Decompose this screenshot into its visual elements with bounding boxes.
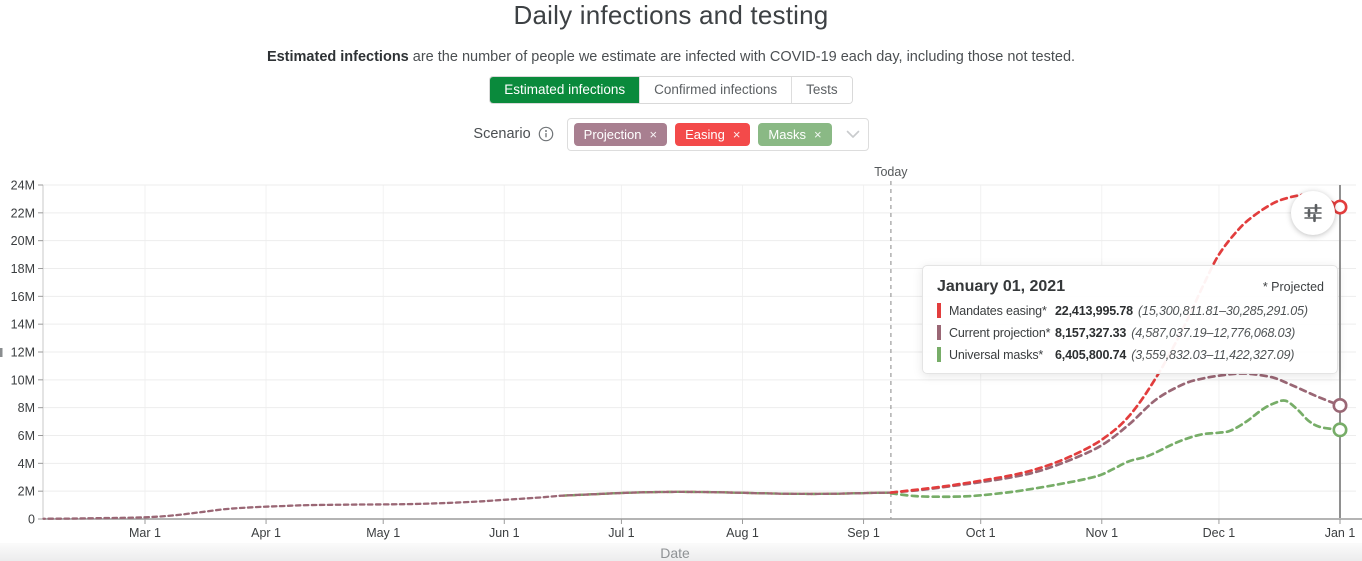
- y-tick-label: 20M: [11, 234, 35, 248]
- x-tick-label: Mar 1: [129, 526, 161, 540]
- series-range: (15,300,811.81–30,285,291.05): [1138, 303, 1308, 318]
- tooltip-header: January 01, 2021 * Projected: [937, 278, 1324, 296]
- series-swatch: [937, 347, 941, 362]
- projection-line-current-projection: [889, 372, 1342, 494]
- y-tick-label: 24M: [11, 178, 35, 192]
- x-tick-label: Sep 1: [847, 526, 880, 540]
- tab-confirmed-infections[interactable]: Confirmed infections: [639, 77, 792, 103]
- x-axis-title-band: [0, 543, 1362, 561]
- scenario-tag-masks[interactable]: Masks ×: [758, 122, 832, 146]
- y-tick-label: 14M: [11, 318, 35, 332]
- scenario-label: Scenario: [473, 126, 553, 142]
- series-value: 8,157,327.33: [1055, 325, 1127, 340]
- tab-estimated-infections[interactable]: Estimated infections: [490, 77, 640, 103]
- x-tick-label: Jul 1: [608, 526, 634, 540]
- x-tick-label: Dec 1: [1203, 526, 1236, 540]
- end-marker-mandates-easing: [1332, 199, 1348, 215]
- projection-line-universal-masks: [889, 399, 1342, 499]
- scenario-label-text: Scenario: [473, 126, 531, 142]
- scenario-tag-projection[interactable]: Projection ×: [573, 122, 668, 146]
- x-tick-label: Jun 1: [489, 526, 520, 540]
- tag-label: Easing: [685, 126, 725, 142]
- tooltip-row-mandates-easing: Mandates easing* 22,413,995.78 (15,300,8…: [937, 303, 1324, 318]
- infections-line-chart[interactable]: 0 2M 4M 6M 8M 10M 12M 14M 16M 18M 20M 22M 24M Mar 1 Ap…: [0, 160, 1362, 543]
- subtitle-bold: Estimated infections: [266, 49, 409, 65]
- chevron-down-icon[interactable]: [846, 130, 860, 139]
- tooltip-row-current-projection: Current projection* 8,157,327.33 (4,587,…: [937, 325, 1324, 340]
- x-tick-label: Nov 1: [1085, 526, 1118, 540]
- chart-settings-button[interactable]: [1291, 191, 1335, 235]
- y-tick-label: 2M: [18, 485, 35, 499]
- series-label: Mandates easing*: [949, 303, 1047, 318]
- subtitle-rest: are the number of people we estimate are…: [408, 49, 1076, 65]
- sliders-icon: [1304, 203, 1322, 223]
- series-label: Current projection*: [949, 325, 1051, 340]
- y-tick-label: 22M: [11, 206, 35, 220]
- remove-tag-icon[interactable]: ×: [649, 126, 658, 142]
- x-tick-label: May 1: [366, 526, 400, 540]
- tooltip-date: January 01, 2021: [937, 278, 1066, 295]
- tooltip-row-universal-masks: Universal masks* 6,405,800.74 (3,559,832…: [937, 347, 1324, 362]
- tab-tests[interactable]: Tests: [791, 77, 852, 103]
- x-tick-label: Aug 1: [726, 526, 759, 540]
- history-line-current-projection: [42, 490, 893, 520]
- scenario-select[interactable]: Projection × Easing × Masks ×: [566, 117, 869, 151]
- info-icon[interactable]: [538, 126, 554, 142]
- remove-tag-icon[interactable]: ×: [813, 126, 822, 142]
- chart-area[interactable]: 0 2M 4M 6M 8M 10M 12M 14M 16M 18M 20M 22M 24M Mar 1 Ap…: [0, 160, 1362, 543]
- y-tick-label: 8M: [18, 401, 35, 415]
- series-value: 22,413,995.78: [1055, 303, 1133, 318]
- series-swatch: [937, 325, 941, 340]
- tab-group: Estimated infections Confirmed infection…: [489, 76, 853, 104]
- x-axis-title: Date: [660, 545, 690, 561]
- end-marker-universal-masks: [1332, 422, 1348, 438]
- x-tick-label: Jan 1: [1325, 526, 1356, 540]
- x-tick-label: Apr 1: [251, 526, 281, 540]
- y-tick-label: 12M: [11, 345, 35, 359]
- metric-tabs: Estimated infections Confirmed infection…: [0, 76, 1342, 104]
- remove-tag-icon[interactable]: ×: [732, 126, 741, 142]
- y-tick-label: 10M: [11, 373, 35, 387]
- y-tick-label: 6M: [18, 429, 35, 443]
- page-subtitle: Estimated infections are the number of p…: [0, 49, 1342, 65]
- y-tick-label: 18M: [11, 262, 35, 276]
- series-range: (3,559,832.03–11,422,327.09): [1131, 347, 1295, 362]
- y-tick-label: 16M: [11, 290, 35, 304]
- y-tick-label: 4M: [18, 457, 35, 471]
- tooltip-projected-note: * Projected: [1262, 280, 1324, 294]
- series-value: 6,405,800.74: [1055, 347, 1127, 362]
- scenario-row: Scenario Projection × Easing × Masks ×: [0, 116, 1342, 152]
- today-label: Today: [874, 165, 908, 179]
- end-marker-current-projection: [1332, 397, 1348, 413]
- series-swatch: [937, 303, 941, 318]
- chart-tooltip: January 01, 2021 * Projected Mandates ea…: [922, 265, 1338, 374]
- y-axis-label-fragment: [0, 348, 3, 357]
- scenario-tag-easing[interactable]: Easing ×: [675, 122, 751, 146]
- x-tick-label: Oct 1: [966, 526, 996, 540]
- tag-label: Projection: [583, 126, 642, 142]
- y-tick-label: 0: [28, 513, 35, 527]
- tag-label: Masks: [768, 126, 806, 142]
- page-title: Daily infections and testing: [513, 0, 829, 30]
- series-range: (4,587,037.19–12,776,068.03): [1131, 325, 1296, 340]
- series-label: Universal masks*: [949, 347, 1044, 362]
